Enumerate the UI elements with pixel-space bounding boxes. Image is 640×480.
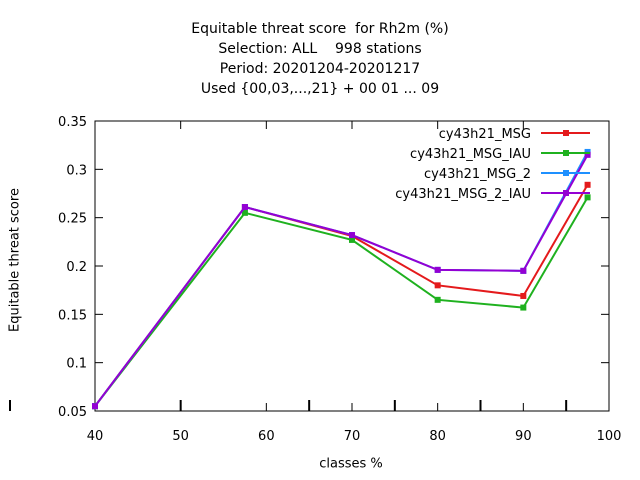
chart-title-line-4: Used {00,03,...,21} + 00 01 ... 09 bbox=[200, 81, 440, 97]
data-point bbox=[434, 296, 441, 303]
x-tick-label: 60 bbox=[258, 429, 275, 444]
data-point bbox=[92, 403, 98, 410]
y-tick-label: 0.2 bbox=[66, 260, 87, 275]
y-tick-label: 0.15 bbox=[58, 308, 87, 323]
x-tick-label: 50 bbox=[172, 429, 189, 444]
series-line-4 bbox=[94, 154, 589, 407]
x-tick-label: 70 bbox=[344, 429, 361, 444]
data-point bbox=[584, 194, 591, 201]
y-tick-label: 0.3 bbox=[66, 163, 87, 178]
data-point bbox=[241, 209, 248, 216]
series-line-1 bbox=[94, 184, 589, 407]
legend-label: cy43h21_MSG_2 bbox=[424, 167, 531, 182]
y-tick-label: 0.25 bbox=[58, 212, 87, 227]
legend: cy43h21_MSG cy43h21_MSG_IAU cy43h21_MSG_2c… bbox=[395, 127, 590, 202]
axis-ticks: 0.05 0.1 0.15 0.2 0.25 0.3 0.35 40 50 60 70 80 90 100 bbox=[9, 115, 622, 444]
data-point bbox=[520, 267, 527, 274]
legend-marker bbox=[563, 130, 569, 136]
data-point bbox=[434, 282, 441, 289]
legend-label: cy43h21_MSG_2_IAU bbox=[395, 187, 531, 202]
data-point bbox=[241, 204, 248, 211]
chart-title-line-2: Selection: ALL 998 stations bbox=[218, 41, 422, 57]
data-point bbox=[584, 151, 591, 158]
y-tick-label: 0.35 bbox=[58, 115, 87, 130]
plot-frame bbox=[94, 120, 610, 412]
x-tick-label: 90 bbox=[515, 429, 532, 444]
y-tick-label: 0.05 bbox=[58, 405, 87, 420]
x-tick-label: 80 bbox=[429, 429, 446, 444]
data-point bbox=[520, 292, 527, 299]
data-point bbox=[349, 236, 355, 243]
legend-marker bbox=[563, 190, 569, 196]
legend-label: cy43h21_MSG bbox=[439, 127, 531, 142]
chart-title-line-3: Period: 20201204-20201217 bbox=[219, 61, 421, 77]
chart-title-line-1: Equitable threat score for Rh2m (%) bbox=[191, 21, 449, 37]
data-point bbox=[584, 181, 591, 188]
series-line-2 bbox=[94, 196, 589, 407]
data-point bbox=[434, 266, 441, 273]
data-point bbox=[520, 304, 527, 311]
y-tick-label: 0.1 bbox=[66, 357, 87, 372]
data-point bbox=[349, 232, 355, 239]
x-tick-label: 100 bbox=[597, 429, 622, 444]
legend-label: cy43h21_MSG_IAU bbox=[410, 147, 531, 162]
legend-marker bbox=[563, 170, 569, 176]
series-group bbox=[92, 148, 591, 410]
x-axis-label: classes % bbox=[319, 456, 383, 472]
legend-marker bbox=[563, 150, 569, 156]
y-axis-label: Equitable threat score bbox=[7, 188, 23, 332]
x-tick-label: 40 bbox=[87, 429, 104, 444]
